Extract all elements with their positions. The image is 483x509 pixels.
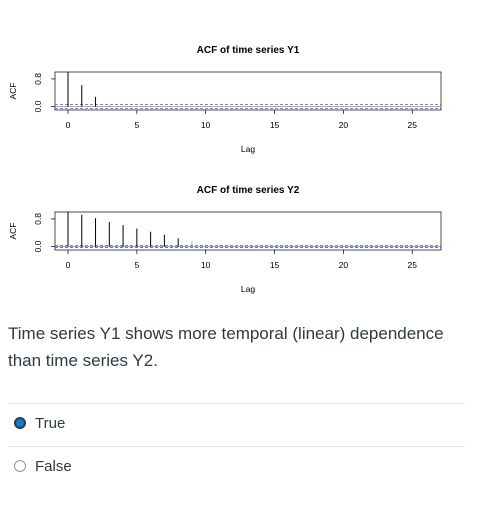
x-tick-label: 0 bbox=[66, 120, 71, 130]
plot-frame bbox=[54, 71, 442, 111]
x-axis-label: Lag bbox=[241, 144, 255, 154]
divider bbox=[8, 446, 465, 447]
x-tick-label: 10 bbox=[201, 260, 211, 270]
x-tick-label: 0 bbox=[66, 260, 71, 270]
radio-button[interactable] bbox=[14, 460, 26, 472]
y-axis-label: ACF bbox=[8, 223, 18, 240]
x-tick-label: 20 bbox=[339, 260, 349, 270]
acf-chart-y1-svg: ACF of time series Y1 0 5 10 15 20 25 0.0 0.8 Lag… bbox=[8, 45, 454, 154]
x-tick-label: 15 bbox=[270, 120, 280, 130]
divider bbox=[8, 403, 465, 404]
radio-button-selected[interactable] bbox=[14, 417, 26, 429]
answer-label-false: False bbox=[35, 457, 72, 475]
x-tick-label: 5 bbox=[134, 120, 139, 130]
y-tick-label: 0.8 bbox=[33, 73, 43, 85]
acf-chart-y1: ACF of time series Y1 0 5 10 15 20 25 0.0 0.8 Lag… bbox=[0, 38, 483, 188]
x-tick-label: 20 bbox=[339, 120, 349, 130]
x-tick-label: 5 bbox=[134, 260, 139, 270]
y-tick-label: 0.8 bbox=[33, 213, 43, 225]
x-tick-label: 10 bbox=[201, 120, 211, 130]
y-tick-label: 0.0 bbox=[33, 240, 43, 252]
x-axis-label: Lag bbox=[241, 284, 255, 294]
chart-title: ACF of time series Y1 bbox=[197, 45, 300, 56]
x-tick-label: 15 bbox=[270, 260, 280, 270]
plot-frame bbox=[54, 211, 442, 251]
answer-option-true[interactable]: True bbox=[14, 412, 65, 434]
y-tick-label: 0.0 bbox=[33, 100, 43, 112]
question-text: Time series Y1 shows more temporal (line… bbox=[8, 324, 444, 370]
x-tick-label: 25 bbox=[408, 120, 418, 130]
x-tick-label: 25 bbox=[408, 260, 418, 270]
acf-chart-y2: ACF of time series Y2 0 5 10 15 20 25 0.0 0.8 Lag… bbox=[0, 178, 483, 328]
y-axis-label: ACF bbox=[8, 83, 18, 100]
chart-title: ACF of time series Y2 bbox=[197, 185, 300, 196]
answer-option-false[interactable]: False bbox=[14, 455, 72, 477]
acf-chart-y2-svg: ACF of time series Y2 0 5 10 15 20 25 0.0 0.8 Lag… bbox=[8, 185, 454, 294]
answer-label-true: True bbox=[35, 414, 66, 432]
